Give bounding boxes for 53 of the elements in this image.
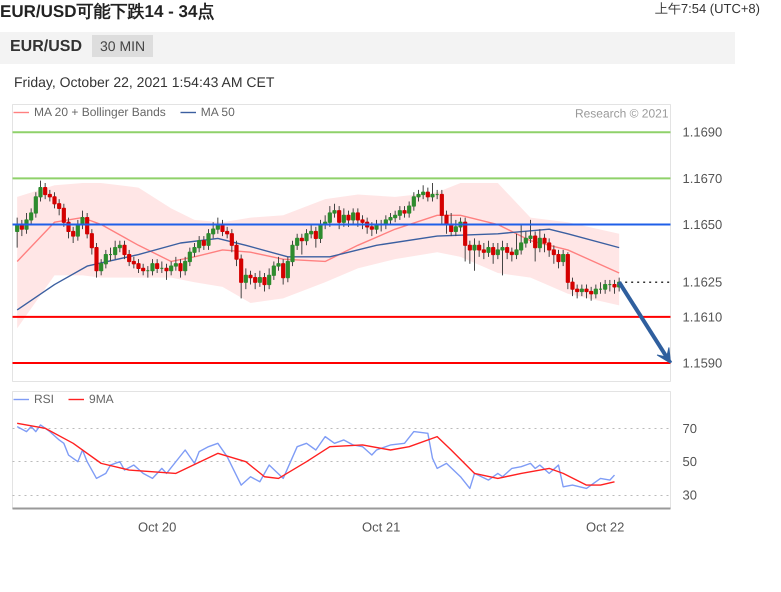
y-tick-label: 50 <box>682 454 697 470</box>
y-tick-label: 1.1625 <box>682 274 722 290</box>
candlestick <box>258 270 262 288</box>
y-tick-label: 1.1590 <box>682 356 722 371</box>
candlestick <box>164 263 169 280</box>
x-tick-label: Oct 21 <box>362 520 400 534</box>
legend-label: MA 50 <box>200 105 235 119</box>
y-tick-label: 1.1650 <box>682 217 722 232</box>
y-tick-label: 1.1690 <box>682 124 722 140</box>
legend-label: MA 20 + Bollinger Bands <box>34 105 166 119</box>
x-tick-label: Oct 22 <box>586 520 624 534</box>
y-tick-label: 1.1670 <box>682 170 722 186</box>
candlestick <box>472 238 477 272</box>
candlestick <box>244 268 248 290</box>
candlestick <box>426 187 430 202</box>
candlestick <box>612 279 617 294</box>
candlestick <box>337 206 342 230</box>
text: 上午7:54 (UTC+8) <box>654 0 760 18</box>
candlestick <box>538 228 542 253</box>
text: EUR/USD <box>10 38 82 55</box>
candlestick <box>533 230 538 262</box>
candlestick <box>150 258 155 276</box>
candlestick <box>561 249 566 267</box>
candlestick <box>594 284 598 299</box>
candlestick <box>202 236 206 250</box>
candlestick <box>281 258 286 286</box>
candlestick <box>342 208 346 228</box>
line-series <box>16 228 620 311</box>
candlestick <box>402 206 407 218</box>
candlestick <box>155 258 160 274</box>
candlestick <box>300 233 304 256</box>
candlestick <box>351 208 356 226</box>
candlestick <box>346 210 351 228</box>
y-tick-label: 30 <box>682 488 697 503</box>
candlestick <box>491 242 496 264</box>
candlestick <box>76 219 80 242</box>
candlestick <box>430 182 435 202</box>
legend-label: RSI <box>34 392 54 406</box>
candlestick <box>314 226 318 248</box>
chart-title: EUR/USD可能下跌14 - 34点 <box>0 1 214 23</box>
y-tick-label: 70 <box>682 420 697 436</box>
candlestick <box>486 240 491 258</box>
y-tick-label: 1.1610 <box>682 309 722 324</box>
legend-label: 9MA <box>89 392 114 406</box>
chart-subtitle: Friday, October 22, 2021 1:54:43 AM CET <box>13 73 276 92</box>
candlestick <box>262 272 267 292</box>
candlestick <box>603 279 608 294</box>
x-tick-label: Oct 20 <box>138 520 176 534</box>
candlestick <box>580 284 584 297</box>
annotation: Research © 2021 <box>574 106 669 120</box>
text: 30 MIN <box>92 35 154 57</box>
candlestick <box>178 258 183 278</box>
line-series <box>16 214 620 274</box>
